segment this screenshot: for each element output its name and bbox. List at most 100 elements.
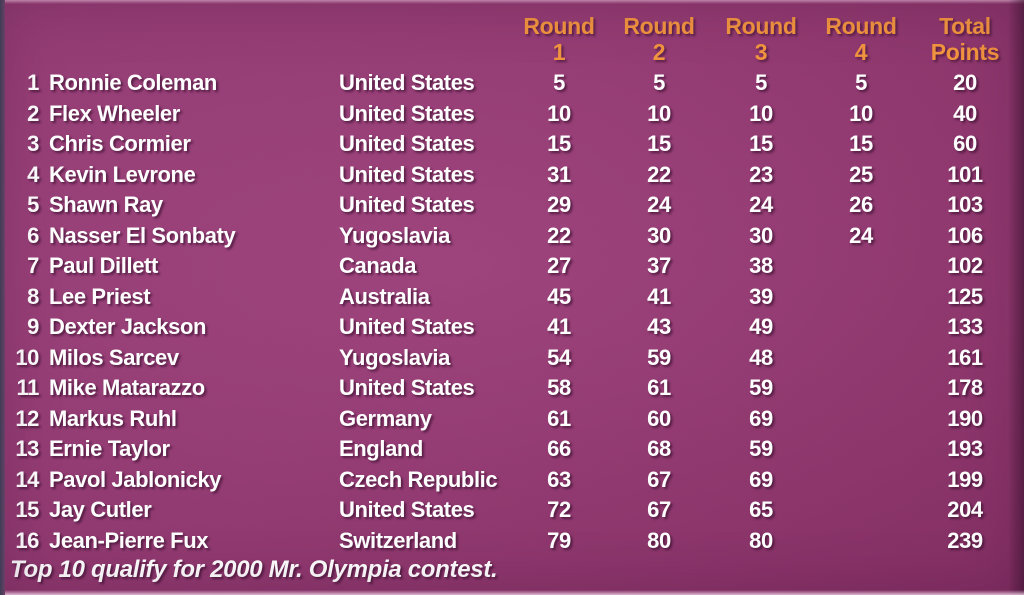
country-cell: United States	[339, 314, 475, 340]
header-total-label: Total	[939, 13, 991, 39]
header-round-2-number: 2	[652, 38, 666, 65]
name-cell: Jean-Pierre Fux	[49, 527, 209, 553]
scan-edge-top	[0, 0, 1024, 4]
rank-cell: 10	[15, 344, 39, 370]
table-row: 11 Mike Matarazzo United States 58 61 59…	[5, 373, 1019, 404]
round3-cell: 69	[749, 405, 773, 431]
name-cell: Milos Sarcev	[49, 344, 179, 370]
name-cell: Shawn Ray	[49, 192, 163, 218]
round4-cell: 24	[849, 222, 873, 248]
round2-cell: 43	[647, 314, 671, 340]
round3-cell: 5	[755, 70, 767, 96]
country-cell: United States	[339, 131, 475, 157]
country-cell: United States	[339, 192, 475, 218]
round2-cell: 10	[647, 100, 671, 126]
round1-cell: 61	[547, 405, 571, 431]
round3-cell: 59	[749, 436, 773, 462]
round2-cell: 41	[647, 283, 671, 309]
round2-cell: 68	[647, 436, 671, 462]
name-cell: Pavol Jablonicky	[49, 466, 222, 492]
round2-cell: 30	[647, 222, 671, 248]
name-cell: Flex Wheeler	[49, 100, 180, 126]
name-cell: Paul Dillett	[49, 253, 158, 279]
table-body: 1 Ronnie Coleman United States 5 5 5 5 2…	[5, 68, 1019, 556]
round1-cell: 54	[547, 344, 571, 370]
table-row: 5 Shawn Ray United States 29 24 24 26 10…	[5, 190, 1019, 221]
round2-cell: 22	[647, 161, 671, 187]
table-row: 16 Jean-Pierre Fux Switzerland 79 80 80 …	[5, 526, 1019, 557]
round3-cell: 48	[749, 344, 773, 370]
round2-cell: 5	[653, 70, 665, 96]
round4-cell: 26	[849, 192, 873, 218]
results-table: Round 1 Round 2 Round 3 Round 4 Total Po…	[5, 10, 1019, 556]
round4-cell: 5	[855, 70, 867, 96]
table-row: 15 Jay Cutler United States 72 67 65 204	[5, 495, 1019, 526]
round2-cell: 67	[647, 466, 671, 492]
total-cell: 193	[947, 436, 983, 462]
rank-cell: 6	[27, 222, 39, 248]
round3-cell: 39	[749, 283, 773, 309]
table-row: 10 Milos Sarcev Yugoslavia 54 59 48 161	[5, 343, 1019, 374]
round2-cell: 60	[647, 405, 671, 431]
table-row: 3 Chris Cormier United States 15 15 15 1…	[5, 129, 1019, 160]
table-row: 9 Dexter Jackson United States 41 43 49 …	[5, 312, 1019, 343]
header-round-4-number: 4	[854, 38, 868, 65]
total-cell: 239	[947, 527, 983, 553]
name-cell: Ronnie Coleman	[49, 70, 217, 96]
round2-cell: 37	[647, 253, 671, 279]
country-cell: Yugoslavia	[339, 222, 450, 248]
rank-cell: 15	[15, 497, 39, 523]
rank-cell: 3	[27, 131, 39, 157]
rank-cell: 4	[27, 161, 39, 187]
header-round-2: Round 2	[607, 10, 711, 66]
country-cell: Yugoslavia	[339, 344, 450, 370]
rank-cell: 2	[27, 100, 39, 126]
round4-cell: 10	[849, 100, 873, 126]
rank-cell: 16	[15, 527, 39, 553]
table-row: 2 Flex Wheeler United States 10 10 10 10…	[5, 99, 1019, 130]
round4-cell: 25	[849, 161, 873, 187]
round2-cell: 59	[647, 344, 671, 370]
header-round-1-label: Round	[523, 13, 595, 39]
rank-cell: 12	[15, 405, 39, 431]
table-row: 13 Ernie Taylor England 66 68 59 193	[5, 434, 1019, 465]
country-cell: Germany	[339, 405, 432, 431]
country-cell: United States	[339, 161, 475, 187]
total-cell: 20	[953, 70, 977, 96]
total-cell: 161	[947, 344, 983, 370]
total-cell: 106	[947, 222, 983, 248]
table-header-row: Round 1 Round 2 Round 3 Round 4 Total Po…	[5, 10, 1019, 68]
total-cell: 101	[947, 161, 983, 187]
round3-cell: 38	[749, 253, 773, 279]
round2-cell: 24	[647, 192, 671, 218]
header-round-4: Round 4	[811, 10, 911, 66]
round3-cell: 24	[749, 192, 773, 218]
country-cell: England	[339, 436, 423, 462]
round3-cell: 10	[749, 100, 773, 126]
round3-cell: 59	[749, 375, 773, 401]
total-cell: 190	[947, 405, 983, 431]
round2-cell: 15	[647, 131, 671, 157]
round1-cell: 72	[547, 497, 571, 523]
table-row: 1 Ronnie Coleman United States 5 5 5 5 2…	[5, 68, 1019, 99]
round1-cell: 79	[547, 527, 571, 553]
round1-cell: 27	[547, 253, 571, 279]
country-cell: United States	[339, 100, 475, 126]
rank-cell: 8	[27, 283, 39, 309]
table-row: 12 Markus Ruhl Germany 61 60 69 190	[5, 404, 1019, 435]
round3-cell: 30	[749, 222, 773, 248]
table-row: 8 Lee Priest Australia 45 41 39 125	[5, 282, 1019, 313]
round3-cell: 65	[749, 497, 773, 523]
header-round-4-label: Round	[825, 13, 897, 39]
header-round-3-label: Round	[725, 13, 797, 39]
header-round-1: Round 1	[511, 10, 607, 66]
round2-cell: 80	[647, 527, 671, 553]
country-cell: United States	[339, 375, 475, 401]
table-row: 6 Nasser El Sonbaty Yugoslavia 22 30 30 …	[5, 221, 1019, 252]
name-cell: Dexter Jackson	[49, 314, 207, 340]
name-cell: Kevin Levrone	[49, 161, 196, 187]
round1-cell: 58	[547, 375, 571, 401]
table-row: 7 Paul Dillett Canada 27 37 38 102	[5, 251, 1019, 282]
rank-cell: 13	[15, 436, 39, 462]
